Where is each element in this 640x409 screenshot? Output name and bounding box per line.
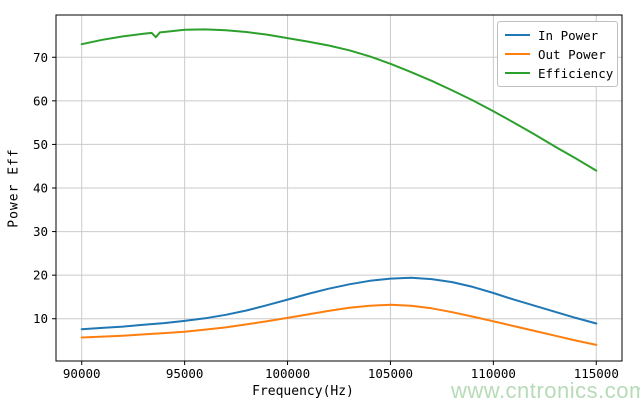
x-tick-label: 95000 [166,366,204,381]
legend: In Power Out Power Efficiency [497,21,618,87]
x-tick-label: 90000 [63,366,101,381]
x-tick-label: 110000 [471,366,516,381]
y-tick-label: 30 [33,224,48,239]
y-tick-label: 60 [33,93,48,108]
x-axis-label: Frequency(Hz) [252,384,354,399]
series-line-in-power [80,276,598,331]
watermark-text: www.cntronics.com [451,378,640,403]
y-tick-label: 50 [33,137,48,152]
legend-label-out-power: Out Power [538,46,606,62]
series-line-out-power [80,303,598,346]
legend-label-in-power: In Power [538,27,599,43]
y-axis-label: Power Eff [6,148,22,228]
legend-line-swatch-in-power [505,34,530,36]
legend-line-swatch-out-power [505,53,530,55]
x-tick-label: 115000 [574,366,619,381]
series-line-efficiency [80,28,598,172]
legend-line-swatch-efficiency [505,72,530,74]
x-tick-label: 100000 [265,366,310,381]
y-tick-label: 40 [33,181,48,196]
y-tick-label: 70 [33,50,48,65]
legend-item-out-power: Out Power [505,45,611,63]
legend-label-efficiency: Efficiency [538,65,614,81]
legend-item-in-power: In Power [505,26,611,44]
y-tick-label: 10 [33,311,48,326]
x-tick-label: 105000 [368,366,413,381]
y-tick-label: 20 [33,268,48,283]
legend-item-efficiency: Efficiency [505,64,614,82]
